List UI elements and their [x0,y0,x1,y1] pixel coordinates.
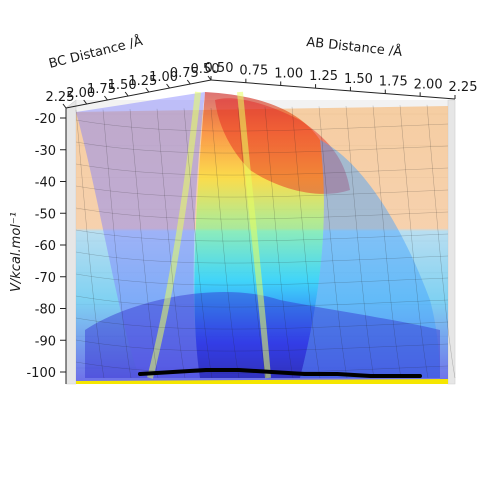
y-tick-mark [62,103,67,109]
y-tick-label: 1.00 [149,70,178,85]
mesh-line-vertical [399,105,429,379]
y-tick-label: 2.00 [66,86,95,101]
z-tick-label: -20 [35,112,56,127]
surface-right-valley [300,140,440,378]
y-tick-label: 1.75 [87,82,116,97]
z-tick-label: -30 [35,144,56,159]
mesh-line-horizontal [75,229,449,242]
z-tick-label: -80 [35,303,56,318]
mesh-line-horizontal [75,317,449,330]
mesh-line-vertical [75,109,105,379]
z-tick-label: -50 [35,207,56,222]
y-tick-mark [166,83,170,89]
y-tick-label: 2.25 [46,90,75,105]
y-tick-mark [207,75,212,81]
mesh-line-horizontal [75,361,449,374]
surface-mesh [75,104,456,379]
mesh-line-horizontal [75,339,449,352]
mesh-line-vertical [237,107,267,379]
z-axis-label: V/kcal.mol⁻¹ [9,212,24,292]
y-tick-mark [145,87,150,93]
x-tick-label: 0.50 [205,61,234,76]
y-tick-label: 1.25 [128,74,157,89]
mesh-line-horizontal [75,119,449,132]
y-axis-line [65,79,212,109]
mesh-line-horizontal [75,273,449,286]
x-axis-label: AB Distance /Å [306,34,403,60]
z-tick-label: -70 [35,271,56,286]
y-tick-mark [83,99,88,105]
z-tick-label: -90 [35,334,56,349]
y-axis-label: BC Distance /Å [47,33,144,72]
mesh-line-vertical [102,109,132,379]
x-tick-label: 0.75 [239,64,268,79]
mesh-line-vertical [129,109,159,379]
trajectory-line [138,368,422,378]
mesh-line-vertical [264,107,294,379]
mesh-line-vertical [183,108,213,379]
z-axis-ticks: -20 -30 -40 -50 -60 -70 -80 -90 -100 [26,112,66,381]
mesh-line-horizontal [75,141,449,154]
mesh-line-horizontal [75,185,449,198]
x-axis-line [210,79,456,100]
y-tick-mark [104,95,108,101]
y-tick-label: 0.50 [191,62,220,77]
contour-floor [76,379,448,384]
mesh-line-vertical [426,104,456,379]
mesh-line-vertical [156,108,186,379]
x-tick-label: 2.25 [449,80,478,95]
z-tick-label: -60 [35,239,56,254]
x-tick-label: 1.00 [274,66,303,81]
y-axis-ticks: 2.252.001.751.501.251.000.750.50 [46,62,220,109]
y-tick-mark [124,91,129,97]
y-tick-label: 0.75 [170,66,199,81]
surface-left-channel [76,92,205,378]
mesh-line-horizontal [75,295,449,308]
x-axis-ticks: 0.50 0.75 1.00 1.25 1.50 1.75 2.00 2.25 [205,61,478,99]
surface-ridge-line-1 [147,91,201,379]
mesh-line-horizontal [75,251,449,264]
x-tick-label: 1.75 [379,75,408,90]
x-tick-label: 1.50 [344,72,373,87]
mesh-line-vertical [345,105,375,379]
z-tick-label: -100 [26,366,56,381]
right-pane [447,99,456,385]
mesh-line-horizontal [75,163,449,176]
mesh-line-vertical [291,106,321,379]
mesh-line-vertical [372,105,402,379]
surface-ridge-line-2 [237,91,271,379]
left-pane [65,99,77,385]
mesh-line-horizontal [75,207,449,220]
surface-hot-region [215,98,350,194]
y-tick-label: 1.50 [108,78,137,93]
mesh-line-vertical [318,106,348,379]
x-tick-label: 1.25 [309,69,338,84]
x-tick-label: 2.00 [414,77,443,92]
energy-surface [75,91,456,384]
z-tick-label: -40 [35,176,56,191]
y-tick-mark [186,79,191,85]
surface-central-ridge [194,92,324,378]
mesh-line-vertical [210,107,240,379]
